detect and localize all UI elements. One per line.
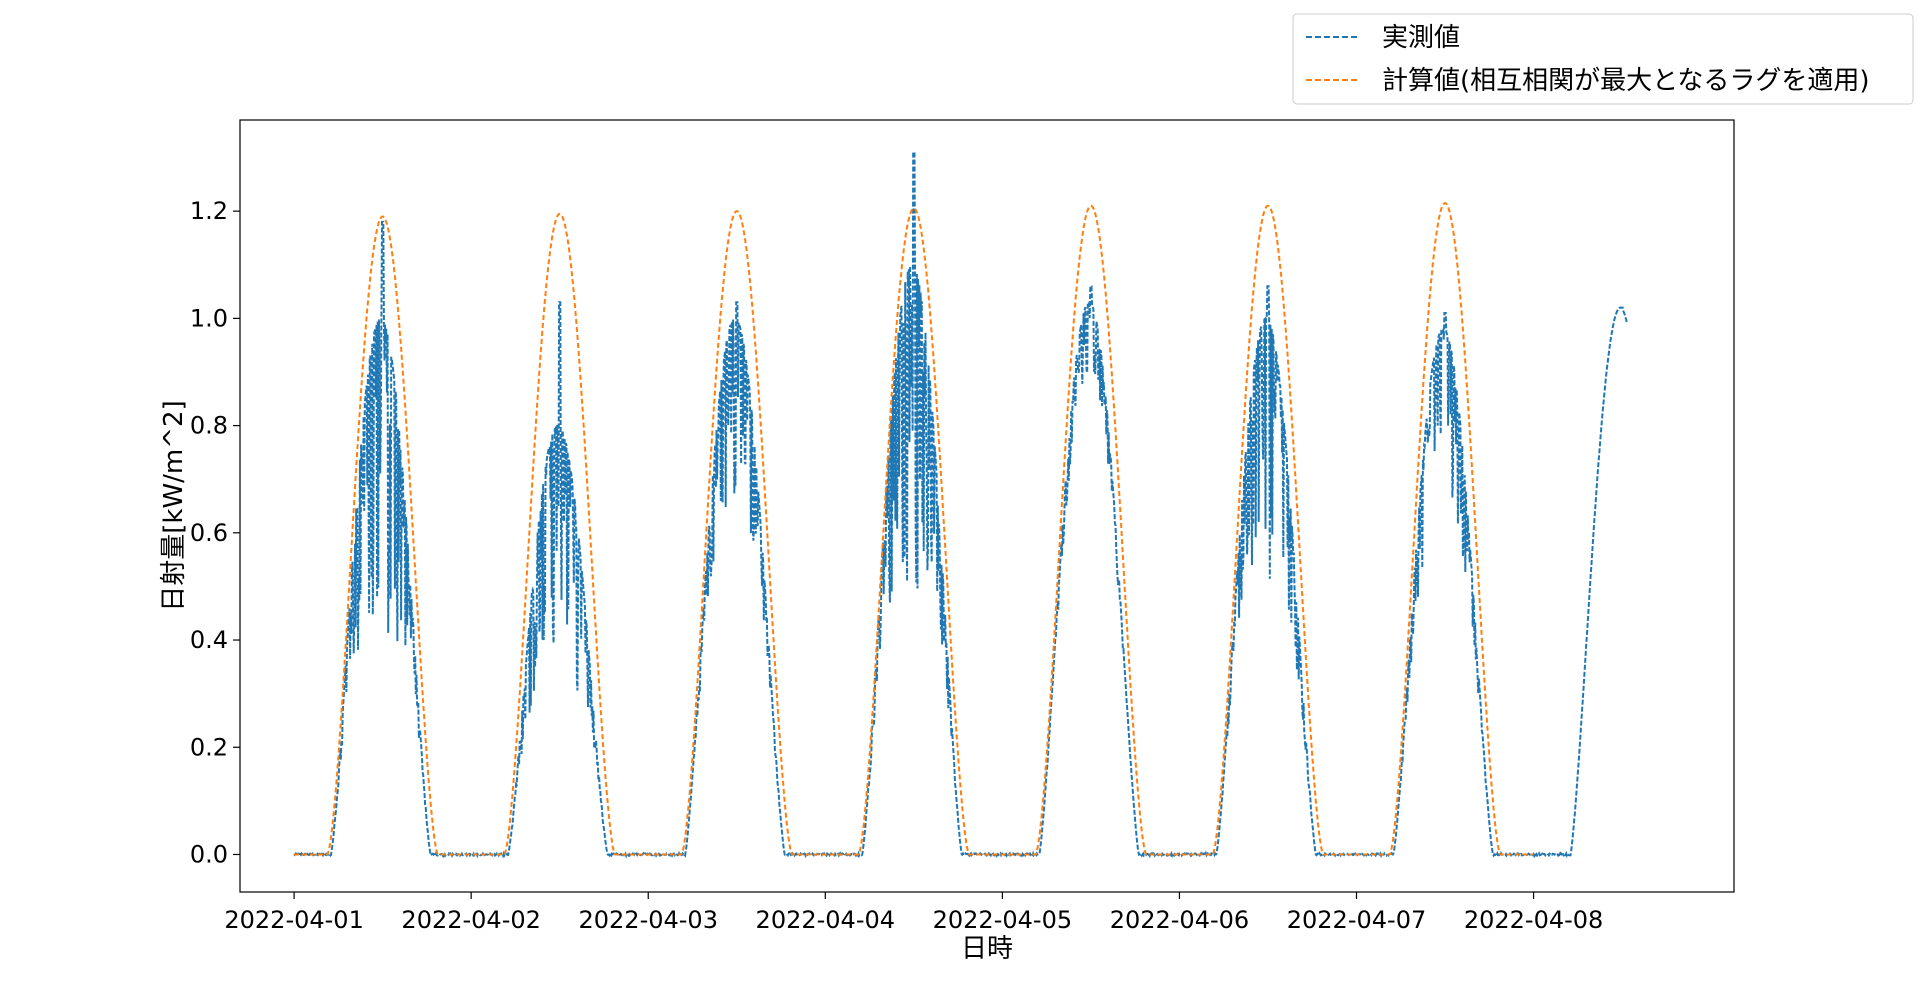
y-tick-label: 0.2 [190,733,228,761]
x-tick-label: 2022-04-06 [1110,906,1249,934]
y-axis-label: 日射量[kW/m^2] [159,400,189,611]
plot-frame [239,119,1735,893]
x-axis-label: 日時 [961,934,1013,964]
plot-area [240,120,1734,892]
legend-box [1292,13,1914,105]
x-tick-label: 2022-04-03 [578,906,717,934]
legend-label-calculated: 計算値(相互相関が最大となるラグを適用) [1382,66,1870,96]
y-tick-label: 0.6 [190,519,228,547]
legend: 実測値 計算値(相互相関が最大となるラグを適用) [1292,13,1914,105]
series-line-calculated [294,202,1534,856]
x-tick-label: 2022-04-07 [1287,906,1426,934]
series-line-measured [293,151,1628,859]
x-tick-label: 2022-04-02 [401,906,540,934]
y-tick-label: 1.0 [190,304,228,332]
legend-label-measured: 実測値 [1382,23,1460,53]
y-tick-label: 0.4 [190,626,228,654]
x-tick-label: 2022-04-08 [1464,906,1603,934]
x-tick-label: 2022-04-04 [756,906,895,934]
y-tick-label: 0.8 [190,412,228,440]
y-tick-label: 1.2 [190,197,228,225]
y-tick-label: 0.0 [190,840,228,868]
x-tick-label: 2022-04-01 [224,906,363,934]
x-tick-label: 2022-04-05 [933,906,1072,934]
